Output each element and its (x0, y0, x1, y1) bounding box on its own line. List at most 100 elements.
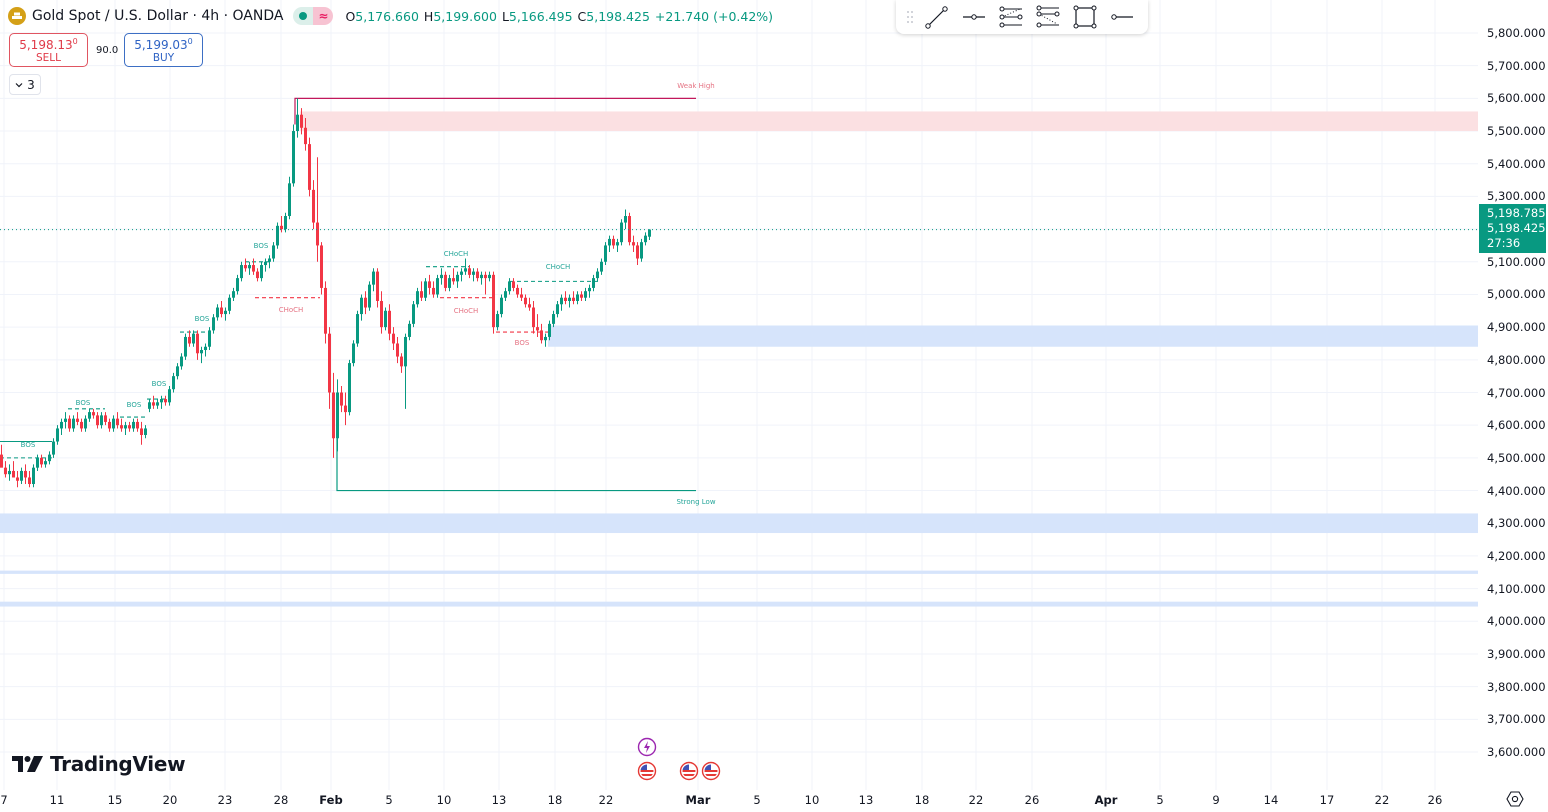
fib-channel-tool[interactable] (1029, 2, 1066, 32)
buy-button[interactable]: 5,199.030 BUY (124, 33, 203, 67)
sell-label: SELL (36, 52, 61, 64)
low-label: L (501, 8, 509, 24)
candlestick-series (0, 98, 651, 488)
time-axis-label: Apr (1094, 793, 1118, 807)
buy-price: 5,199.03 (134, 38, 188, 52)
choch-label: CHoCH (545, 263, 571, 271)
symbol-legend: Gold Spot / U.S. Dollar · 4h · OANDA ≈ O… (8, 7, 773, 25)
pitchfork-tool[interactable] (992, 2, 1029, 32)
time-axis-label: 5 (753, 793, 761, 807)
drawing-toolbar (896, 0, 1148, 34)
time-axis-label: 13 (491, 793, 507, 807)
high-label: H (423, 8, 434, 24)
horizontal-line-tool[interactable] (1103, 2, 1140, 32)
last-price-value: 5,198.425 (1487, 221, 1546, 235)
bos-label: BOS (151, 380, 167, 388)
bos-label: BOS (253, 242, 269, 250)
buy-price-pip: 0 (187, 37, 193, 46)
chart-settings-button[interactable] (1506, 790, 1524, 808)
price-scale-label: 4,600.000 (1487, 418, 1546, 433)
demand-zone[interactable] (0, 570, 1478, 574)
horizontal-line-icon (1110, 14, 1133, 20)
time-axis-label: 13 (858, 793, 874, 807)
ohlc-values: O5,176.660 H5,199.600 L5,166.495 C5,198.… (345, 9, 773, 24)
price-scale-label: 3,700.000 (1487, 712, 1546, 727)
sell-button[interactable]: 5,198.130 SELL (9, 33, 88, 67)
time-axis-label: 22 (968, 793, 984, 807)
time-axis-label: Feb (319, 793, 343, 807)
price-scale-label: 3,900.000 (1487, 646, 1546, 661)
data-delayed-wave-icon[interactable]: ≈ (313, 7, 334, 25)
us-flag-event-icon[interactable] (679, 761, 699, 781)
rectangle-tool[interactable] (1066, 2, 1103, 32)
time-axis-label: 26 (1024, 793, 1040, 807)
us-flag-event-icon[interactable] (701, 761, 721, 781)
horizontal-ray-icon (962, 14, 985, 20)
open-value: 5,176.660 (355, 8, 419, 24)
us-flag-event-icon[interactable] (637, 761, 657, 781)
price-scale-label: 4,100.000 (1487, 581, 1546, 596)
time-axis[interactable]: 7 11 15 20 23 28 Feb 5 10 13 18 22 Mar 5 10 13 18 22 26 Apr… (0, 788, 1548, 812)
time-axis-label: 18 (547, 793, 563, 807)
price-scale-label: 5,000.000 (1487, 287, 1546, 302)
time-axis-label: 26 (1427, 793, 1443, 807)
status-indicators[interactable]: ≈ (293, 7, 334, 25)
indicators-toggle-button[interactable]: 3 (9, 74, 41, 95)
time-axis-label: Mar (685, 793, 711, 807)
pitchfork-icon (999, 6, 1022, 28)
price-scale-label: 5,400.000 (1487, 156, 1546, 171)
flash-event-icon[interactable] (637, 737, 657, 757)
tradingview-logo-icon (12, 756, 43, 772)
price-scale-label: 5,800.000 (1487, 26, 1546, 40)
demand-zone[interactable] (0, 601, 1478, 607)
price-scale-label: 4,000.000 (1487, 614, 1546, 629)
bos-label: BOS (126, 401, 142, 409)
trend-line-tool[interactable] (918, 2, 955, 32)
buy-label: BUY (152, 52, 175, 64)
choch-label: CHoCH (443, 250, 469, 258)
time-axis-label: 22 (598, 793, 614, 807)
symbol-title[interactable]: Gold Spot / U.S. Dollar · 4h · OANDA (32, 8, 284, 24)
price-scale-label: 4,400.000 (1487, 483, 1546, 498)
time-axis-label: 10 (436, 793, 452, 807)
last-price-badge: 5,198.785 5,198.425 27:36 (1479, 204, 1546, 253)
time-axis-label: 15 (107, 793, 123, 807)
choch-label: CHoCH (278, 306, 304, 314)
rectangle-icon (1073, 5, 1096, 29)
price-scale-label: 5,100.000 (1487, 254, 1546, 269)
indicators-count: 3 (27, 77, 35, 92)
drag-handle-icon[interactable] (902, 7, 918, 27)
strong-low-label: Strong Low (676, 498, 716, 506)
price-scale-label: 4,700.000 (1487, 385, 1546, 400)
price-scale-label: 4,200.000 (1487, 548, 1546, 563)
time-axis-label: 11 (49, 793, 65, 807)
tradingview-logo[interactable]: TradingView (12, 752, 186, 776)
time-axis-label: 7 (0, 793, 8, 807)
horizontal-ray-tool[interactable] (955, 2, 992, 32)
price-scale-label: 4,800.000 (1487, 352, 1546, 367)
market-structure-lines (0, 97, 696, 492)
bos-label: BOS (194, 315, 210, 323)
time-axis-label: 22 (1374, 793, 1390, 807)
price-scale[interactable]: 5,800.000 5,700.000 5,600.000 5,500.000 5,40… (1478, 0, 1548, 790)
price-scale-label: 3,600.000 (1487, 745, 1546, 759)
market-open-dot-icon[interactable] (293, 7, 314, 25)
price-scale-label: 3,800.000 (1487, 679, 1546, 694)
price-scale-label: 5,500.000 (1487, 124, 1546, 139)
gold-bars-icon[interactable] (8, 7, 26, 25)
fib-channel-icon (1036, 5, 1059, 28)
weak-high-label: Weak High (677, 82, 715, 90)
supply-zone[interactable] (300, 111, 1478, 132)
time-axis-label: 17 (1319, 793, 1335, 807)
demand-zone[interactable] (0, 513, 1478, 534)
high-value: 5,199.600 (433, 8, 497, 24)
close-label: C (577, 8, 587, 24)
time-axis-label: 20 (162, 793, 178, 807)
price-scale-label: 4,500.000 (1487, 450, 1546, 465)
price-scale-label: 4,300.000 (1487, 516, 1546, 531)
price-scale-label: 5,600.000 (1487, 91, 1546, 106)
bos-label: BOS (75, 399, 91, 407)
chevron-down-icon (15, 82, 23, 87)
demand-zone[interactable] (548, 325, 1478, 347)
